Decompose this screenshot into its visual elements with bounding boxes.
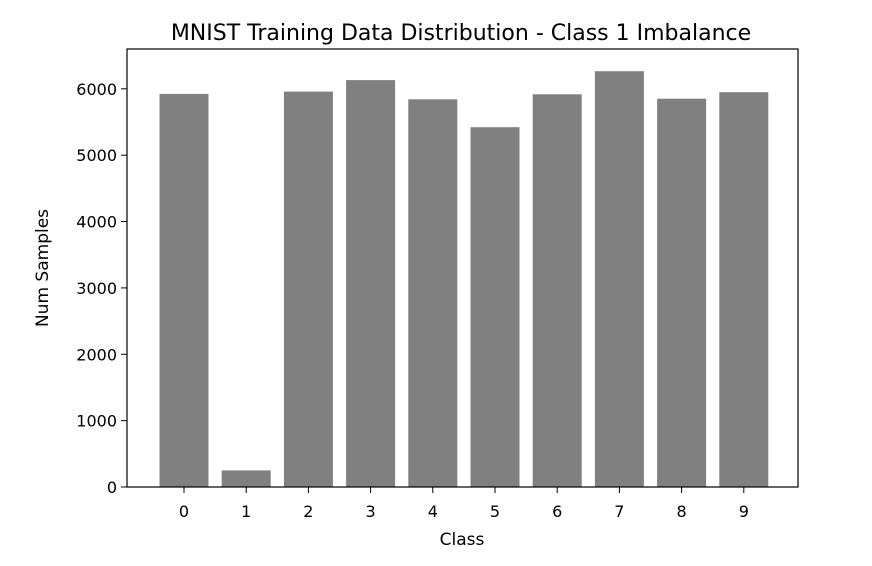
bar-class-1	[221, 470, 271, 487]
x-tick-label-7: 7	[614, 502, 624, 521]
y-tick-label-0: 0	[107, 478, 117, 497]
bar-class-2	[283, 91, 333, 487]
x-axis-label: Class	[440, 530, 485, 550]
x-tick-label-5: 5	[490, 502, 500, 521]
bar-class-9	[719, 92, 769, 487]
bar-class-0	[159, 93, 209, 488]
x-tick-label-2: 2	[303, 502, 313, 521]
x-tick-label-6: 6	[552, 502, 562, 521]
bar-class-3	[346, 80, 396, 487]
x-tick-label-4: 4	[428, 502, 438, 521]
x-tick-label-9: 9	[739, 502, 749, 521]
y-tick-label-3000: 3000	[76, 279, 117, 298]
y-tick-label-2000: 2000	[76, 345, 117, 364]
plot-frame	[126, 48, 799, 488]
x-tick-label-8: 8	[677, 502, 687, 521]
y-axis-label: Num Samples	[33, 209, 53, 327]
y-tick-label-1000: 1000	[76, 412, 117, 431]
bar-class-8	[657, 98, 707, 487]
x-tick-label-1: 1	[241, 502, 251, 521]
bar-class-7	[594, 71, 644, 487]
y-tick-label-6000: 6000	[76, 80, 117, 99]
y-tick-label-4000: 4000	[76, 213, 117, 232]
bar-class-4	[408, 99, 458, 488]
y-tick-label-5000: 5000	[76, 146, 117, 165]
bar-class-6	[532, 94, 582, 488]
x-axis-ticks: 0 1 2 3 4 5 6 7 8 9	[179, 487, 749, 521]
x-tick-label-0: 0	[179, 502, 189, 521]
bars-group	[159, 71, 769, 488]
y-axis-ticks: 0 1000 2000 3000 4000 5000 6000	[76, 80, 127, 497]
chart-title: MNIST Training Data Distribution - Class…	[171, 21, 751, 46]
x-tick-label-3: 3	[366, 502, 376, 521]
bar-class-5	[470, 127, 520, 487]
